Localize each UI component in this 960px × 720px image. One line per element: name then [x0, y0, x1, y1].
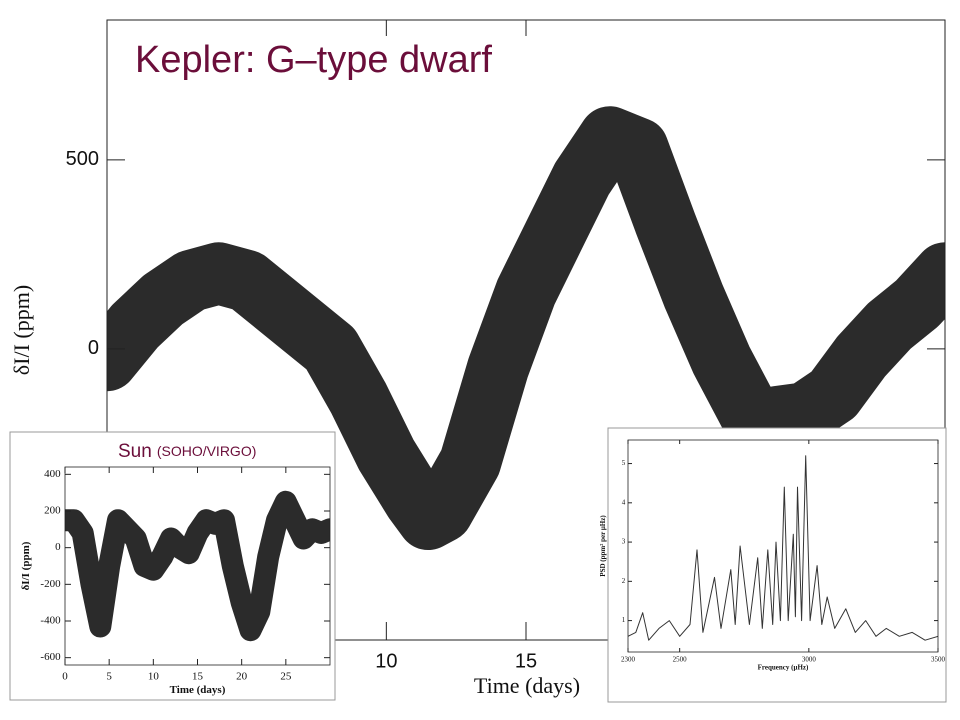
x-tick-label: 5 [106, 671, 112, 683]
y-axis-label: δI/I (ppm) [9, 285, 34, 375]
y-tick-label: 400 [44, 468, 61, 480]
inset-title-main: Sun [118, 441, 152, 462]
data-trace [107, 106, 945, 550]
x-tick-label: 20 [236, 671, 248, 683]
y-tick-label: 3 [622, 538, 626, 546]
plot-frame [627, 439, 939, 653]
inset-background [9, 431, 336, 701]
inset-subtitle: (SOHO/VIRGO) [157, 443, 257, 459]
x-tick-label: 15 [515, 650, 537, 672]
y-axis-label: PSD (ppm² per μHz) [599, 515, 607, 577]
y-tick-label: 500 [66, 148, 99, 170]
y-tick-label: 1 [622, 616, 626, 624]
title-background [112, 436, 328, 466]
x-tick-label: 2500 [673, 655, 688, 663]
y-tick-label: 200 [44, 505, 61, 517]
y-tick-label: 2 [622, 577, 626, 585]
x-tick-label: 15 [192, 671, 204, 683]
inset-title: Sun (SOHO/VIRGO) [118, 441, 256, 462]
title-background [128, 36, 540, 86]
x-axis-label: Time (days) [170, 684, 226, 696]
y-axis-label: δI/I (ppm) [20, 541, 32, 590]
x-tick-label: 2300 [621, 655, 636, 663]
chart: -600 -400 -200 0 200 400 0 5 10 15 20 25 Time (days)… [9, 431, 336, 701]
x-tick-label: 3000 [802, 655, 817, 663]
y-tick-label: 4 [622, 498, 626, 506]
x-tick-label: 10 [148, 671, 160, 683]
x-tick-label: 0 [62, 671, 68, 683]
y-tick-label: 5 [622, 459, 626, 467]
y-tick-label: -200 [40, 578, 61, 590]
x-tick-label: 10 [375, 650, 397, 672]
data-trace [65, 490, 330, 642]
x-axis-label: Frequency (μHz) [758, 664, 809, 672]
data-trace [628, 455, 938, 641]
chart-title: Kepler: G–type dwarf [135, 39, 492, 81]
x-tick-label: 25 [280, 671, 292, 683]
y-tick-label: -600 [40, 651, 61, 663]
y-tick-label: 0 [88, 337, 99, 359]
x-tick-label: 3500 [931, 655, 946, 663]
x-axis-label: Time (days) [474, 673, 580, 698]
y-tick-label: 0 [55, 541, 61, 553]
y-tick-label: -400 [40, 615, 61, 627]
chart: 1 2 3 4 5 2300 2500 3000 3500 Frequency (μHz) PSD … [599, 427, 947, 703]
